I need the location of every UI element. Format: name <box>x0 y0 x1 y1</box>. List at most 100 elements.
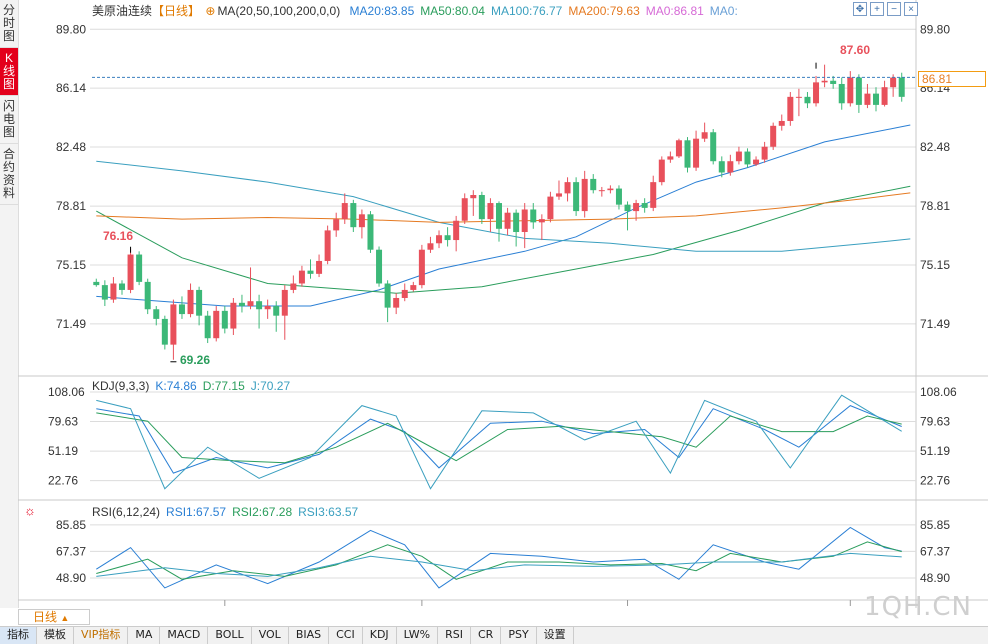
candle-body-22 <box>281 289 288 316</box>
candle-body-93 <box>890 77 897 88</box>
low-label: 69.26 <box>180 353 210 367</box>
candle-body-54 <box>555 193 562 197</box>
candle-24 <box>298 265 305 287</box>
kdj-d-line <box>96 412 902 464</box>
candle-90 <box>864 83 871 109</box>
candle-58 <box>590 174 597 194</box>
candle-81 <box>787 92 794 126</box>
candle-64 <box>641 198 648 213</box>
close-icon[interactable]: × <box>904 2 918 16</box>
candle-body-21 <box>273 306 280 316</box>
candle-body-19 <box>256 301 263 310</box>
bottom-tab-2[interactable]: VIP指标 <box>74 627 129 644</box>
high-label: 87.60 <box>840 43 870 57</box>
candle-body-38 <box>418 249 425 286</box>
candle-body-65 <box>650 182 657 208</box>
expand-icon[interactable]: ✥ <box>853 2 867 16</box>
candle-69 <box>684 137 691 173</box>
candle-body-61 <box>615 188 622 205</box>
period-selector[interactable]: 日线 ▲ <box>18 609 90 625</box>
candle-92 <box>881 80 888 107</box>
candle-2 <box>110 277 117 303</box>
candle-17 <box>238 294 245 313</box>
candle-67 <box>667 151 674 163</box>
bottom-tab-9[interactable]: KDJ <box>363 627 397 644</box>
candle-94 <box>898 72 905 102</box>
candle-47 <box>496 201 502 242</box>
rsi1-line <box>96 526 902 589</box>
candle-body-31 <box>358 214 365 228</box>
candle-body-70 <box>693 138 700 168</box>
candle-body-72 <box>710 132 717 162</box>
candle-body-48 <box>504 212 511 229</box>
bottom-tab-14[interactable]: 设置 <box>537 627 574 644</box>
rsi-settings-icon[interactable]: ☼ <box>24 503 36 518</box>
candle-body-89 <box>855 77 862 105</box>
candle-body-23 <box>290 283 297 290</box>
kdj-label: KDJ(9,3,3) <box>92 379 150 393</box>
settings-icon[interactable]: ⊕ <box>205 4 216 18</box>
candle-body-20 <box>264 306 271 310</box>
candle-body-80 <box>778 120 785 126</box>
period-selector-label: 日线 <box>33 610 58 624</box>
bottom-toolbar: 指标 模板 VIP指标 MA MACD BOLL VOL BIAS CCI KDJ LW% RSI CR… <box>0 626 988 644</box>
bottom-tab-8[interactable]: CCI <box>329 627 363 644</box>
bottom-tab-7[interactable]: BIAS <box>289 627 330 644</box>
bottom-tab-4[interactable]: MACD <box>160 627 209 644</box>
candle-body-35 <box>393 297 400 308</box>
candle-body-33 <box>376 249 383 284</box>
candle-77 <box>753 156 760 167</box>
bottom-tab-13[interactable]: PSY <box>501 627 537 644</box>
candle-body-15 <box>221 310 228 329</box>
candle-body-92 <box>881 87 888 105</box>
candle-body-1 <box>101 285 108 300</box>
candle-34 <box>384 280 391 323</box>
candle-50 <box>521 203 528 249</box>
candle-66 <box>658 156 665 186</box>
bottom-tab-10[interactable]: LW% <box>397 627 439 644</box>
bottom-tab-6[interactable]: VOL <box>252 627 289 644</box>
kdj_legend-item-2: J:70.27 <box>250 379 291 393</box>
candle-31 <box>358 209 365 239</box>
candle-63 <box>633 199 640 221</box>
kdj-axis-left-0: 108.06 <box>48 385 85 399</box>
candle-body-26 <box>316 260 323 274</box>
candle-35 <box>393 293 400 315</box>
bottom-tab-12[interactable]: CR <box>471 627 502 644</box>
candle-52 <box>538 214 545 241</box>
bottom-tab-0[interactable]: 指标 <box>0 627 37 644</box>
side-tab-0[interactable]: 分时图 <box>0 0 18 48</box>
candle-body-67 <box>667 156 674 160</box>
side-tab-3[interactable]: 合约资料 <box>0 144 18 205</box>
side-tab-2[interactable]: 闪电图 <box>0 96 18 144</box>
candle-body-59 <box>598 190 605 192</box>
bottom-tab-5[interactable]: BOLL <box>208 627 252 644</box>
bottom-tab-3[interactable]: MA <box>128 627 161 644</box>
candle-body-49 <box>513 212 520 233</box>
rsi_legend-item-2: RSI3:63.57 <box>298 505 359 519</box>
candle-body-78 <box>761 146 768 160</box>
candle-16 <box>230 297 237 335</box>
zoom-out-icon[interactable]: − <box>887 2 901 16</box>
rsi-axis-left-0: 85.85 <box>56 518 86 532</box>
candle-body-47 <box>496 203 502 229</box>
kdj-axis-right-1: 79.63 <box>920 415 950 429</box>
window-controls: ✥ + − × <box>853 2 918 16</box>
main_legend-item-4: MA0:86.81 <box>645 4 704 18</box>
candle-73 <box>718 156 725 178</box>
candle-6 <box>144 278 151 315</box>
candle-body-94 <box>898 77 905 97</box>
bottom-tab-1[interactable]: 模板 <box>37 627 74 644</box>
main_legend-item-1: MA50:80.04 <box>420 4 485 18</box>
bottom-tab-11[interactable]: RSI <box>438 627 471 644</box>
candle-86 <box>830 75 837 89</box>
kdj-axis-left-3: 22.76 <box>48 474 78 488</box>
candle-body-85 <box>821 80 828 83</box>
main_legend-item-5: MA0: <box>709 4 738 18</box>
rsi-axis-right-1: 67.37 <box>920 544 950 558</box>
kdj_legend-item-1: D:77.15 <box>202 379 245 393</box>
candle-45 <box>478 191 485 224</box>
zoom-in-icon[interactable]: + <box>870 2 884 16</box>
